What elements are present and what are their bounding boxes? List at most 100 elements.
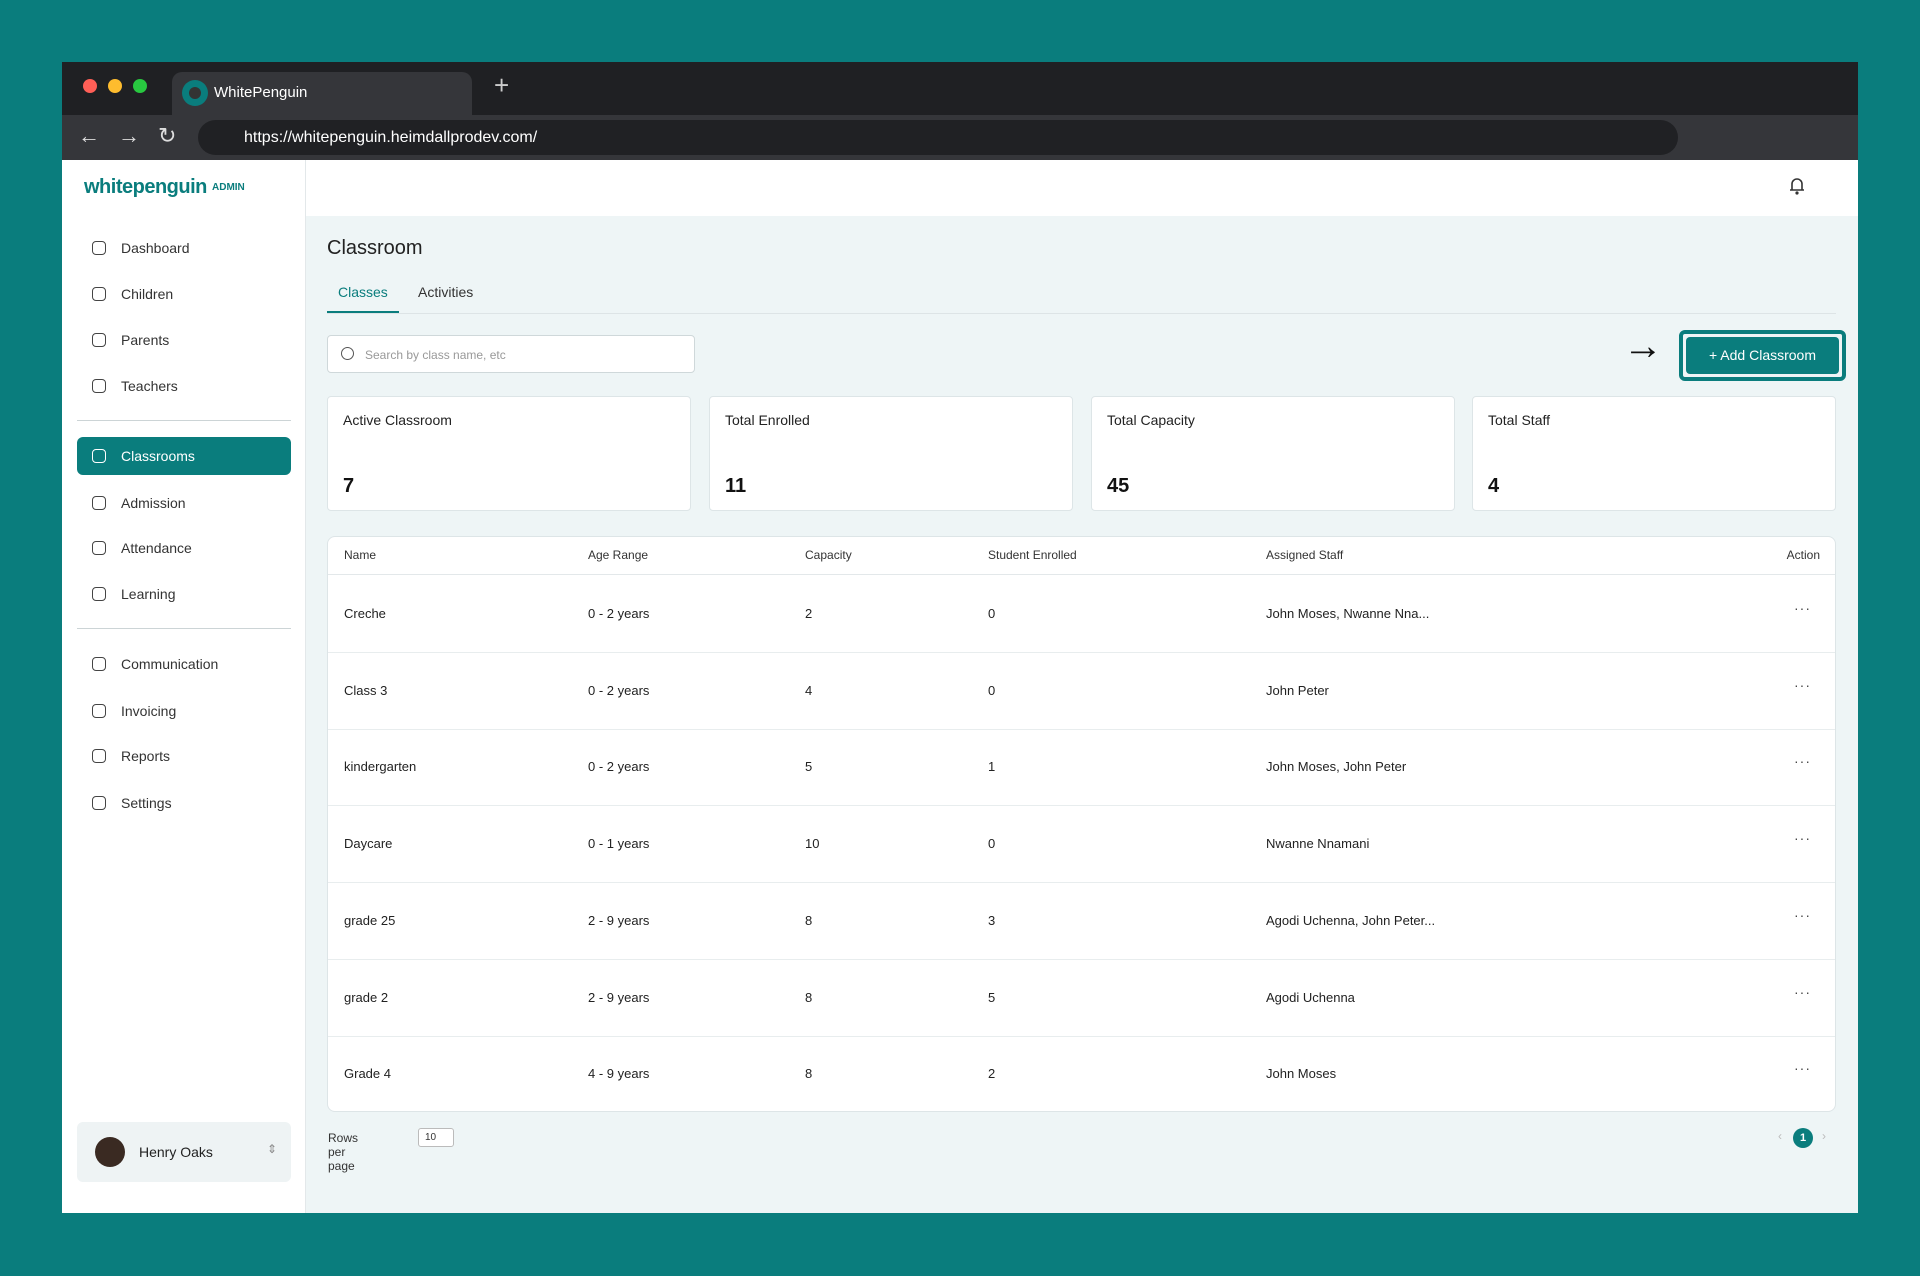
nav-item[interactable]: Reports <box>77 737 291 775</box>
nav-buttons[interactable]: ←→↻ <box>78 123 195 148</box>
row-divider <box>328 1035 1835 1037</box>
table-cell: 0 - 2 years <box>588 682 650 698</box>
row-action[interactable]: ··· <box>1794 600 1811 616</box>
logo: whitepenguin <box>84 176 207 198</box>
table-cell: 2 <box>988 1066 996 1082</box>
column-header: Capacity <box>805 548 852 562</box>
nav-item[interactable]: Invoicing <box>77 692 291 730</box>
stat-value: 11 <box>725 475 747 497</box>
nav-label: Learning <box>121 586 176 602</box>
row-action[interactable]: ··· <box>1794 676 1811 693</box>
table-cell: Agodi Uchenna, John Peter... <box>1266 912 1436 928</box>
stat-label: Active Classroom <box>343 412 452 428</box>
nav-label: Teachers <box>121 378 178 394</box>
table-cell: 2 - 9 years <box>588 912 650 928</box>
stat-label: Total Staff <box>1488 412 1551 428</box>
table-cell: 4 <box>805 682 813 698</box>
arrow: → <box>1623 324 1663 368</box>
page-next[interactable]: › <box>1822 1129 1826 1143</box>
nav-item[interactable]: Teachers <box>77 367 291 405</box>
tab-title: WhitePenguin <box>214 84 308 101</box>
window-controls[interactable] <box>82 78 162 94</box>
table-cell: Grade 4 <box>344 1066 391 1082</box>
nav-item[interactable]: Dashboard <box>77 229 291 267</box>
column-header: Age Range <box>588 548 649 562</box>
table-cell: 0 <box>988 682 996 698</box>
table-cell: John Moses, Nwanne Nna... <box>1266 606 1430 621</box>
nav-icon <box>92 587 106 601</box>
table-cell: 8 <box>805 912 813 928</box>
stat-card: Total Staff 4 <box>1472 396 1836 511</box>
column-header: Name <box>344 548 377 562</box>
avatar <box>95 1137 125 1167</box>
nav-item[interactable]: Parents <box>77 321 291 359</box>
row-action[interactable]: ··· <box>1794 1060 1811 1077</box>
nav-icon <box>92 449 106 463</box>
address-bar: ←→↻ https://whitepenguin.heimdallprodev.… <box>62 115 1858 160</box>
row-action[interactable]: ··· <box>1794 830 1811 847</box>
tab-bar: WhitePenguin + <box>62 62 1858 115</box>
table-cell: 0 - 1 years <box>588 836 650 852</box>
add-classroom-button[interactable]: + Add Classroom <box>1686 337 1839 374</box>
nav-item[interactable]: Classrooms <box>77 437 291 475</box>
notification-bell[interactable] <box>1788 176 1806 196</box>
row-divider <box>328 805 1835 807</box>
button-outline <box>1679 330 1846 381</box>
stat-value: 7 <box>343 475 355 497</box>
table-cell: John Peter <box>1266 682 1329 698</box>
nav-label: Communication <box>121 656 219 672</box>
row-action[interactable]: ··· <box>1794 983 1811 1000</box>
url-field[interactable]: https://whitepenguin.heimdallprodev.com/ <box>198 120 1678 155</box>
row-action[interactable]: ··· <box>1794 906 1811 923</box>
divider <box>77 628 291 629</box>
rows-per-page-select[interactable]: 10 <box>418 1128 454 1147</box>
table-cell: 8 <box>805 1066 813 1082</box>
stat-card: Total Capacity 45 <box>1091 396 1455 511</box>
top-header <box>306 160 1858 216</box>
nav-item[interactable]: Admission <box>77 484 291 522</box>
divider <box>77 420 291 421</box>
nav-label: Invoicing <box>121 703 177 719</box>
table-cell: 2 - 9 years <box>588 989 650 1005</box>
sidebar: whitepenguin ADMIN Dashboard Children Parent… <box>62 160 306 1213</box>
search-box[interactable]: Search by class name, etc <box>327 335 695 373</box>
chevron: ⇕ <box>267 1142 278 1156</box>
table-cell: 0 - 2 years <box>588 759 650 775</box>
user-card[interactable]: Henry Oaks ⇕ <box>77 1122 291 1182</box>
table-cell: 3 <box>988 912 996 928</box>
nav-item[interactable]: Learning <box>77 575 291 613</box>
nav-item[interactable]: Children <box>77 275 291 313</box>
page-prev[interactable]: ‹ <box>1778 1129 1782 1143</box>
table-cell: Nwanne Nnamani <box>1266 836 1370 852</box>
tab[interactable]: WhitePenguin <box>172 72 472 115</box>
current-page[interactable]: 1 <box>1793 1128 1813 1148</box>
nav-item[interactable]: Communication <box>77 645 291 683</box>
search-placeholder: Search by class name, etc <box>365 348 506 362</box>
nav-label: Admission <box>121 495 186 511</box>
table-cell: 2 <box>805 606 813 621</box>
table-cell: grade 25 <box>344 912 396 928</box>
table-cell: Creche <box>344 606 386 621</box>
row-divider <box>328 882 1835 884</box>
nav-label: Classrooms <box>121 448 195 464</box>
nav-icon <box>92 541 106 555</box>
tab[interactable]: Activities <box>418 284 474 300</box>
nav-item[interactable]: Attendance <box>77 529 291 567</box>
table-cell: Daycare <box>344 836 393 852</box>
header-divider <box>328 574 1835 575</box>
nav-item[interactable]: Settings <box>77 784 291 822</box>
table-cell: 1 <box>988 759 996 775</box>
table-cell: 10 <box>805 836 820 852</box>
tab[interactable]: Classes <box>327 284 399 313</box>
row-divider <box>328 958 1835 960</box>
row-action[interactable]: ··· <box>1794 753 1811 770</box>
stat-value: 45 <box>1107 475 1130 497</box>
nav-label: Dashboard <box>121 240 190 256</box>
url: https://whitepenguin.heimdallprodev.com/ <box>244 129 538 146</box>
page-title: Classroom <box>327 237 423 259</box>
new-tab[interactable]: + <box>494 70 510 100</box>
row-divider <box>328 728 1835 730</box>
nav-label: Parents <box>121 332 170 348</box>
nav-label: Settings <box>121 795 172 811</box>
